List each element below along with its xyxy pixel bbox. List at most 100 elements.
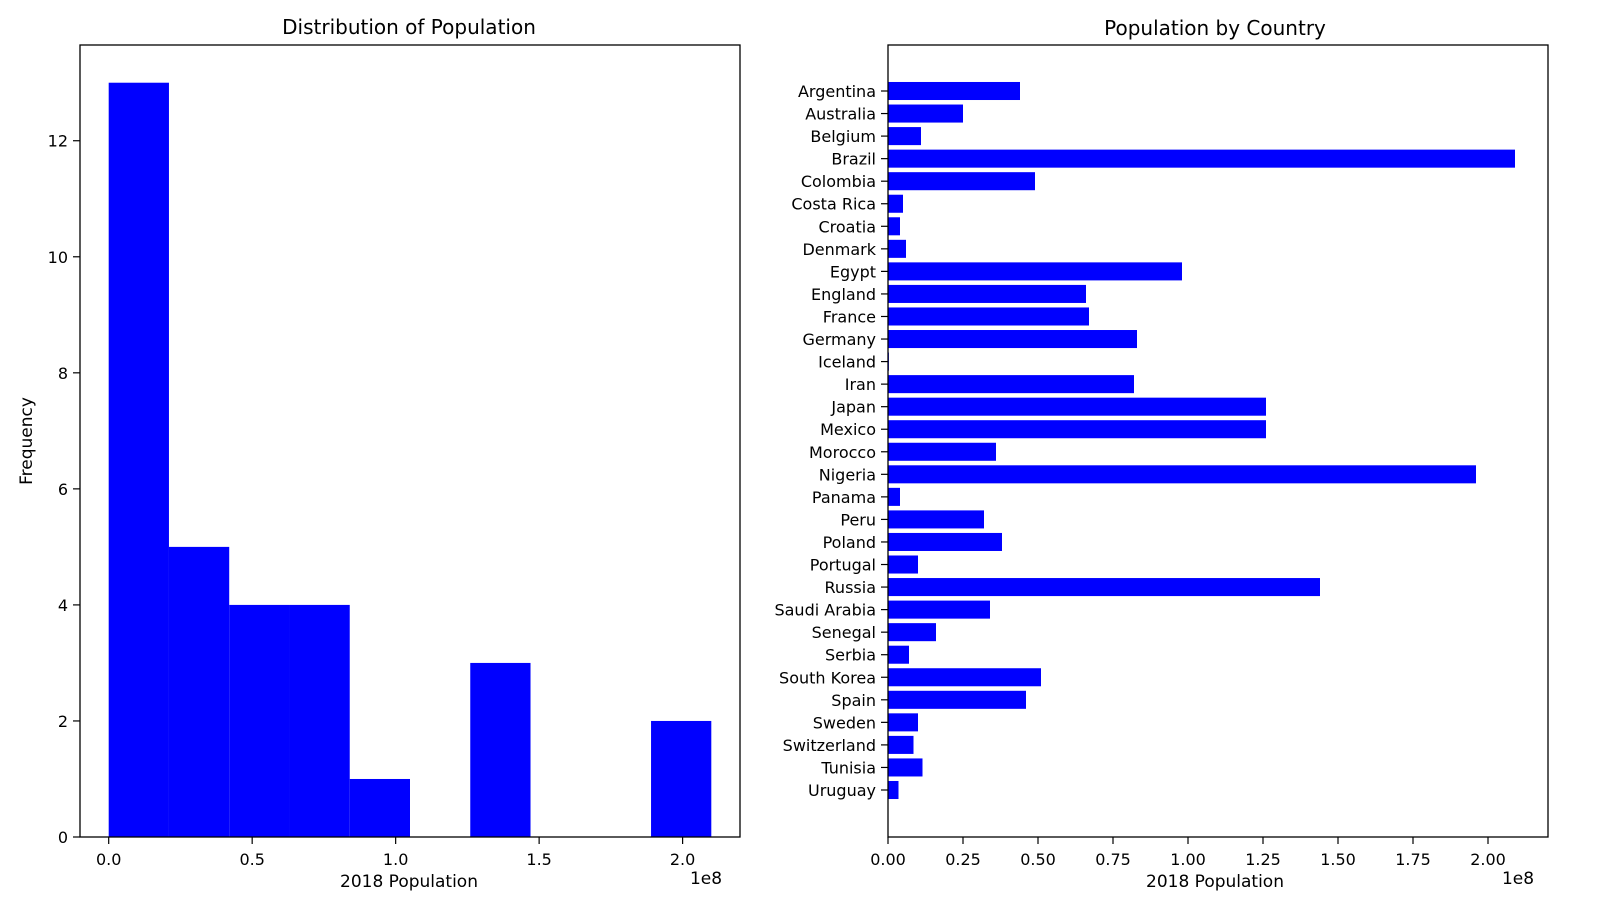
- country-bar: [888, 127, 921, 146]
- country-y-tick-label: Spain: [831, 691, 876, 710]
- country-y-tick-label: Costa Rica: [791, 195, 876, 214]
- histogram-y-tick-label: 4: [58, 596, 68, 615]
- country-bar: [888, 149, 1515, 168]
- histogram-y-tick-label: 2: [58, 712, 68, 731]
- country-x-tick-label: 1.25: [1245, 850, 1281, 869]
- country-y-tick-label: Egypt: [830, 262, 876, 281]
- histogram-y-tick-label: 6: [58, 480, 68, 499]
- country-y-ticks: Argentina Australia Belgium Brazil Colombia C…: [774, 82, 888, 800]
- country-y-tick-label: Nigeria: [819, 465, 876, 484]
- country-bar: [888, 735, 914, 754]
- country-bar: [888, 668, 1041, 687]
- country-axes-frame: [887, 44, 1549, 838]
- country-x-tick-label: 0.25: [945, 850, 981, 869]
- histogram-x-tick-label: 1.0: [383, 850, 408, 869]
- country-bars: [888, 81, 1515, 800]
- country-bar: [888, 375, 1134, 394]
- histogram-y-ticks: 0 2 4 6 8 10 12: [48, 132, 80, 847]
- histogram-bar: [651, 720, 712, 837]
- histogram-x-tick-label: 0.5: [239, 850, 264, 869]
- histogram-bar: [108, 82, 169, 837]
- country-bar: [888, 510, 984, 529]
- country-x-tick-label: 1.75: [1395, 850, 1431, 869]
- country-y-tick-label: France: [823, 307, 876, 326]
- country-x-tick-label: 0.50: [1020, 850, 1056, 869]
- country-y-tick-label: South Korea: [779, 668, 876, 687]
- country-y-tick-label: Iran: [845, 375, 876, 394]
- country-y-tick-label: Uruguay: [808, 781, 876, 800]
- country-y-tick-label: Tunisia: [820, 758, 876, 777]
- country-x-ticks: 0.00 0.25 0.50 0.75 1.00 1.25 1.50 1.75 2.00: [870, 837, 1506, 869]
- country-y-tick-label: Serbia: [825, 646, 876, 665]
- country-y-tick-label: Morocco: [809, 443, 876, 462]
- country-x-tick-label: 1.50: [1320, 850, 1356, 869]
- country-bar: [888, 690, 1026, 709]
- histogram-y-tick-label: 8: [58, 364, 68, 383]
- country-y-tick-label: Switzerland: [783, 736, 876, 755]
- country-bar: [888, 780, 899, 800]
- histogram-y-tick-label: 12: [48, 132, 68, 151]
- country-bar: [888, 465, 1476, 484]
- country-y-tick-label: Argentina: [798, 82, 876, 101]
- histogram-chart: Distribution of Population 0.0 0.5 1.0 1.5 2…: [17, 15, 741, 892]
- country-bar: [888, 172, 1035, 191]
- country-y-tick-label: Senegal: [812, 623, 876, 642]
- country-x-tick-label: 1.00: [1170, 850, 1206, 869]
- country-bar: [888, 487, 900, 506]
- country-bar: [888, 262, 1182, 281]
- country-bar: [888, 532, 1002, 551]
- country-bar: [888, 442, 996, 461]
- country-y-tick-label: Croatia: [818, 217, 876, 236]
- histogram-x-tick-label: 1.5: [526, 850, 551, 869]
- country-bar: [888, 600, 990, 619]
- country-bar: [888, 555, 918, 574]
- country-bar: [888, 623, 936, 642]
- country-y-tick-label: England: [811, 285, 876, 304]
- country-y-tick-label: Denmark: [802, 240, 876, 259]
- histogram-x-tick-label: 2.0: [670, 850, 695, 869]
- country-bar: [888, 758, 923, 777]
- country-x-tick-label: 0.00: [870, 850, 906, 869]
- histogram-x-offset-text: 1e8: [690, 869, 722, 889]
- country-x-offset-text: 1e8: [1502, 869, 1534, 889]
- country-x-axis-label: 2018 Population: [1146, 872, 1284, 892]
- country-bar: [888, 284, 1086, 303]
- country-bar: [888, 217, 900, 236]
- country-y-tick-label: Mexico: [820, 420, 876, 439]
- histogram-x-axis-label: 2018 Population: [340, 872, 478, 892]
- country-y-tick-label: Brazil: [831, 150, 876, 169]
- histogram-bar: [470, 662, 531, 837]
- histogram-x-ticks: 0.0 0.5 1.0 1.5 2.0: [96, 837, 695, 869]
- country-bar: [888, 330, 1137, 349]
- country-bar: [888, 578, 1320, 597]
- country-bar: [888, 239, 906, 258]
- country-bar: [888, 307, 1089, 326]
- country-bar-chart: Population by Country 0.00 0.25 0.50 0.75 1.…: [774, 16, 1549, 892]
- country-bar: [888, 397, 1266, 416]
- country-y-tick-label: Panama: [812, 488, 876, 507]
- histogram-y-tick-label: 0: [58, 828, 68, 847]
- country-y-tick-label: Portugal: [810, 556, 876, 575]
- histogram-bar: [349, 778, 410, 837]
- histogram-title: Distribution of Population: [282, 15, 536, 39]
- country-y-tick-label: Sweden: [813, 713, 876, 732]
- country-y-tick-label: Japan: [830, 398, 876, 417]
- histogram-y-tick-label: 10: [48, 248, 68, 267]
- histogram-bars: [108, 82, 712, 837]
- country-x-tick-label: 2.00: [1470, 850, 1506, 869]
- country-y-tick-label: Germany: [802, 330, 876, 349]
- country-bar: [888, 194, 903, 213]
- country-y-tick-label: Poland: [823, 533, 876, 552]
- histogram-x-tick-label: 0.0: [96, 850, 121, 869]
- country-bar: [888, 645, 909, 664]
- histogram-bar: [168, 546, 230, 837]
- histogram-bar: [229, 604, 290, 837]
- country-y-tick-label: Iceland: [818, 353, 876, 372]
- histogram-axes-frame: [79, 44, 741, 838]
- country-bar: [888, 420, 1266, 439]
- country-bar: [888, 81, 1020, 101]
- country-y-tick-label: Belgium: [810, 127, 876, 146]
- histogram-y-axis-label: Frequency: [17, 397, 37, 485]
- country-chart-title: Population by Country: [1104, 16, 1326, 40]
